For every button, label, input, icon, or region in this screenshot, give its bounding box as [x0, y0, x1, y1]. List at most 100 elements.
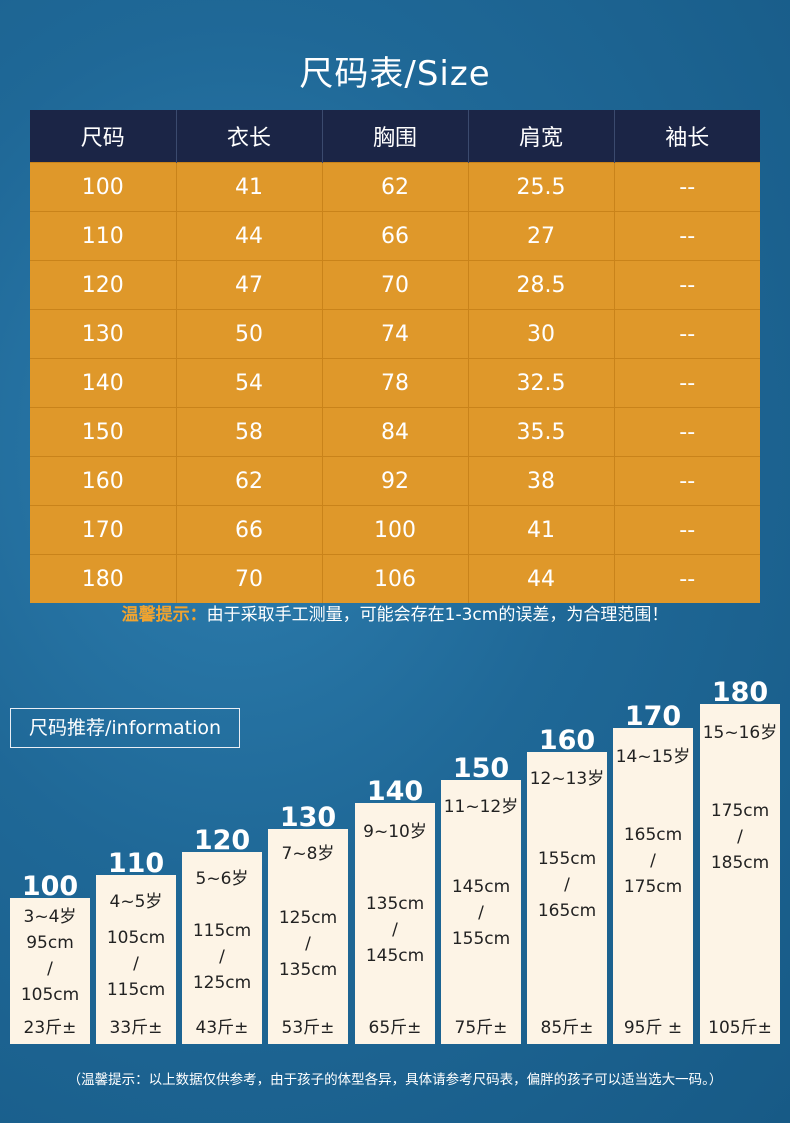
cell: -- [614, 456, 760, 506]
table-row: 150 58 84 35.5 -- [30, 407, 760, 457]
cell: 54 [176, 358, 323, 408]
card-age: 11~12岁 [443, 797, 519, 817]
cell: 66 [322, 211, 469, 261]
card-size: 130 [279, 802, 337, 833]
size-card-110: 110 4~5岁 105cm / 115cm 33斤± [96, 850, 176, 1044]
header-length: 衣长 [176, 110, 323, 163]
cell: 74 [322, 309, 469, 359]
card-weight: 53斤± [281, 1018, 335, 1038]
cell: 106 [322, 554, 469, 603]
cell: -- [614, 554, 760, 603]
card-separator: / [133, 954, 139, 974]
card-height-max: 115cm [106, 980, 166, 1000]
card-weight: 65斤± [368, 1018, 422, 1038]
card-separator: / [47, 959, 53, 979]
cell: 110 [30, 211, 177, 261]
card-size: 180 [711, 677, 769, 708]
cell: -- [614, 260, 760, 310]
cell: 100 [322, 505, 469, 555]
cell: -- [614, 211, 760, 261]
table-header-row: 尺码 衣长 胸围 肩宽 袖长 [30, 110, 760, 163]
card-height-min: 135cm [365, 894, 425, 914]
cell: 38 [468, 456, 615, 506]
table-row: 180 70 106 44 -- [30, 554, 760, 603]
table-row: 160 62 92 38 -- [30, 456, 760, 506]
cell: 100 [30, 162, 177, 212]
card-weight: 33斤± [109, 1018, 163, 1038]
tip-text: 由于采取手工测量，可能会存在1-3cm的误差，为合理范围！ [206, 605, 669, 625]
card-age: 12~13岁 [529, 769, 605, 789]
cell: 32.5 [468, 358, 615, 408]
cell: 41 [468, 505, 615, 555]
card-height-min: 165cm [623, 825, 683, 845]
card-separator: / [564, 875, 570, 895]
cell: -- [614, 407, 760, 457]
card-size: 110 [107, 848, 165, 879]
size-card-130: 130 7~8岁 125cm / 135cm 53斤± [268, 804, 348, 1044]
card-height-max: 165cm [537, 901, 597, 921]
info-label: 尺码推荐/information [10, 708, 240, 748]
cell: 70 [322, 260, 469, 310]
cell: 44 [176, 211, 323, 261]
card-height-max: 145cm [365, 946, 425, 966]
footer-note: （温馨提示：以上数据仅供参考，由于孩子的体型各异，具体请参考尺码表，偏胖的孩子可… [67, 1072, 723, 1088]
cell: 70 [176, 554, 323, 603]
card-separator: / [305, 934, 311, 954]
cell: 150 [30, 407, 177, 457]
cell: 41 [176, 162, 323, 212]
card-age: 5~6岁 [195, 869, 249, 889]
card-weight: 43斤± [195, 1018, 249, 1038]
cell: 44 [468, 554, 615, 603]
size-card-170: 170 14~15岁 165cm / 175cm 95斤 ± [613, 703, 693, 1044]
card-weight: 85斤± [540, 1018, 594, 1038]
size-card-120: 120 5~6岁 115cm / 125cm 43斤± [182, 827, 262, 1044]
card-height-min: 95cm [26, 933, 74, 953]
header-sleeve: 袖长 [614, 110, 760, 163]
cell: 35.5 [468, 407, 615, 457]
card-height-max: 185cm [710, 853, 770, 873]
card-separator: / [392, 920, 398, 940]
card-size: 100 [21, 871, 79, 902]
cell: 120 [30, 260, 177, 310]
tip-label: 温馨提示： [121, 605, 207, 625]
card-height-min: 105cm [106, 928, 166, 948]
cell: 84 [322, 407, 469, 457]
card-height-min: 145cm [451, 877, 511, 897]
card-height-min: 155cm [537, 849, 597, 869]
cell: 58 [176, 407, 323, 457]
cell: 170 [30, 505, 177, 555]
card-height-min: 115cm [192, 921, 252, 941]
card-height-max: 135cm [278, 960, 338, 980]
card-age: 9~10岁 [363, 822, 427, 842]
header-shoulder: 肩宽 [468, 110, 615, 163]
table-row: 130 50 74 30 -- [30, 309, 760, 359]
cell: 50 [176, 309, 323, 359]
cell: 92 [322, 456, 469, 506]
card-size: 150 [452, 753, 510, 784]
card-age: 7~8岁 [281, 844, 335, 864]
cell: 30 [468, 309, 615, 359]
measurement-tip: 温馨提示：由于采取手工测量，可能会存在1-3cm的误差，为合理范围！ [0, 600, 790, 625]
card-age: 4~5岁 [109, 892, 163, 912]
card-height-min: 175cm [710, 801, 770, 821]
table-row: 100 41 62 25.5 -- [30, 162, 760, 212]
cell: 160 [30, 456, 177, 506]
card-weight: 75斤± [454, 1018, 508, 1038]
card-size: 120 [193, 825, 251, 856]
size-card-180: 180 15~16岁 175cm / 185cm 105斤± [700, 679, 780, 1044]
card-separator: / [650, 851, 656, 871]
cell: 62 [176, 456, 323, 506]
card-age: 15~16岁 [702, 723, 778, 743]
card-separator: / [737, 827, 743, 847]
cell: 25.5 [468, 162, 615, 212]
size-table: 尺码 衣长 胸围 肩宽 袖长 100 41 62 25.5 -- 110 44 … [30, 110, 760, 603]
card-weight: 23斤± [23, 1018, 77, 1038]
size-card-150: 150 11~12岁 145cm / 155cm 75斤± [441, 755, 521, 1044]
card-age: 14~15岁 [615, 747, 691, 767]
card-height-max: 175cm [623, 877, 683, 897]
card-height-max: 125cm [192, 973, 252, 993]
card-separator: / [478, 903, 484, 923]
header-chest: 胸围 [322, 110, 469, 163]
cell: -- [614, 162, 760, 212]
card-height-max: 155cm [451, 929, 511, 949]
